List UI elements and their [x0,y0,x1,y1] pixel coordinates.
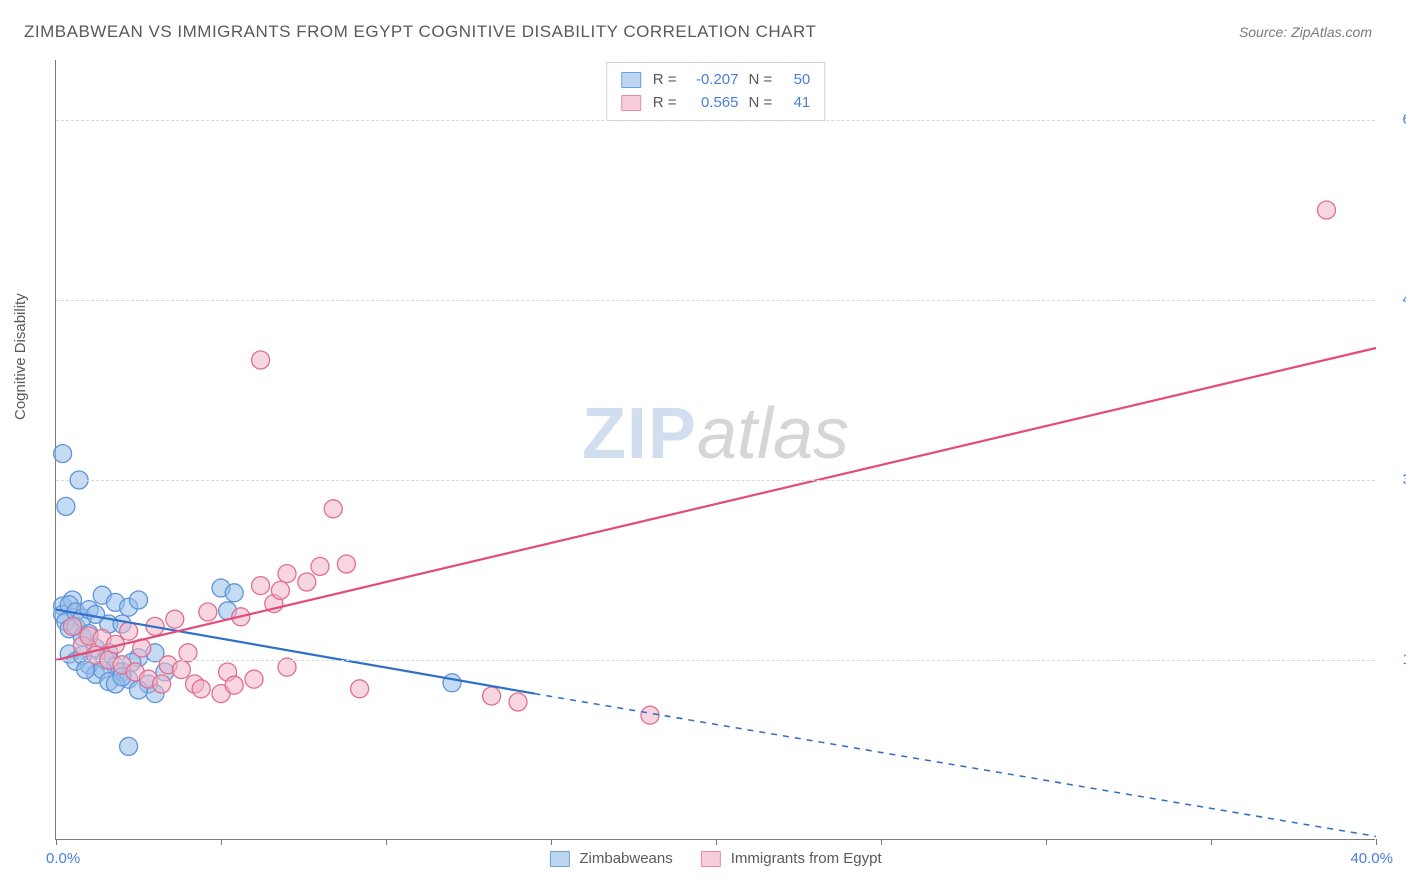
stats-row-0: R = -0.207 N = 50 [621,69,811,92]
x-tick-mark [551,839,552,845]
scatter-point [483,687,501,705]
scatter-point [130,591,148,609]
x-tick-mark [1046,839,1047,845]
x-tick-mark [1211,839,1212,845]
source-label: Source: ZipAtlas.com [1239,24,1372,40]
scatter-point [252,351,270,369]
scatter-point [225,584,243,602]
y-tick-label: 15.0% [1402,651,1406,668]
series-swatch-0 [549,851,569,867]
y-tick-label: 60.0% [1402,111,1406,128]
x-tick-mark [1376,839,1377,845]
trend-line [56,348,1376,660]
r-label-0: R = [653,69,677,92]
stats-swatch-1 [621,95,641,111]
gridline-h [56,300,1375,301]
stats-row-1: R = 0.565 N = 41 [621,92,811,115]
scatter-point [252,577,270,595]
scatter-point [192,680,210,698]
series-label-1: Immigrants from Egypt [731,850,882,867]
x-tick-mark [881,839,882,845]
scatter-point [443,674,461,692]
scatter-point [298,573,316,591]
stats-legend: R = -0.207 N = 50 R = 0.565 N = 41 [606,62,826,121]
series-swatch-1 [701,851,721,867]
y-axis-label: Cognitive Disability [12,293,29,420]
scatter-point [278,565,296,583]
scatter-point [225,676,243,694]
y-tick-label: 45.0% [1402,291,1406,308]
x-tick-mark [386,839,387,845]
x-tick-last: 40.0% [1350,850,1393,867]
scatter-point [641,706,659,724]
scatter-point [54,445,72,463]
scatter-point [245,670,263,688]
x-tick-mark [221,839,222,845]
scatter-point [1318,201,1336,219]
scatter-point [271,581,289,599]
series-label-0: Zimbabweans [579,850,672,867]
series-legend-item-0: Zimbabweans [549,850,672,867]
scatter-point [57,497,75,515]
n-value-1: 41 [782,92,810,115]
plot-area: ZIPatlas R = -0.207 N = 50 R = 0.565 N =… [55,60,1375,840]
x-tick-first: 0.0% [46,850,80,867]
gridline-h [56,480,1375,481]
gridline-h [56,120,1375,121]
plot-svg [56,60,1375,839]
scatter-point [509,693,527,711]
scatter-point [153,675,171,693]
trend-line-dashed [535,694,1377,837]
y-tick-label: 30.0% [1402,471,1406,488]
scatter-point [324,500,342,518]
scatter-point [172,661,190,679]
series-legend-item-1: Immigrants from Egypt [701,850,882,867]
r-value-1: 0.565 [687,92,739,115]
n-label-1: N = [749,92,773,115]
series-legend: Zimbabweans Immigrants from Egypt [549,850,881,867]
scatter-point [166,610,184,628]
scatter-point [337,555,355,573]
scatter-point [120,622,138,640]
scatter-point [120,737,138,755]
chart-title: ZIMBABWEAN VS IMMIGRANTS FROM EGYPT COGN… [24,22,816,42]
r-label-1: R = [653,92,677,115]
stats-swatch-0 [621,72,641,88]
scatter-point [199,603,217,621]
scatter-point [311,557,329,575]
scatter-point [64,617,82,635]
r-value-0: -0.207 [687,69,739,92]
scatter-point [351,680,369,698]
x-tick-mark [716,839,717,845]
gridline-h [56,660,1375,661]
x-tick-mark [56,839,57,845]
n-value-0: 50 [782,69,810,92]
n-label-0: N = [749,69,773,92]
